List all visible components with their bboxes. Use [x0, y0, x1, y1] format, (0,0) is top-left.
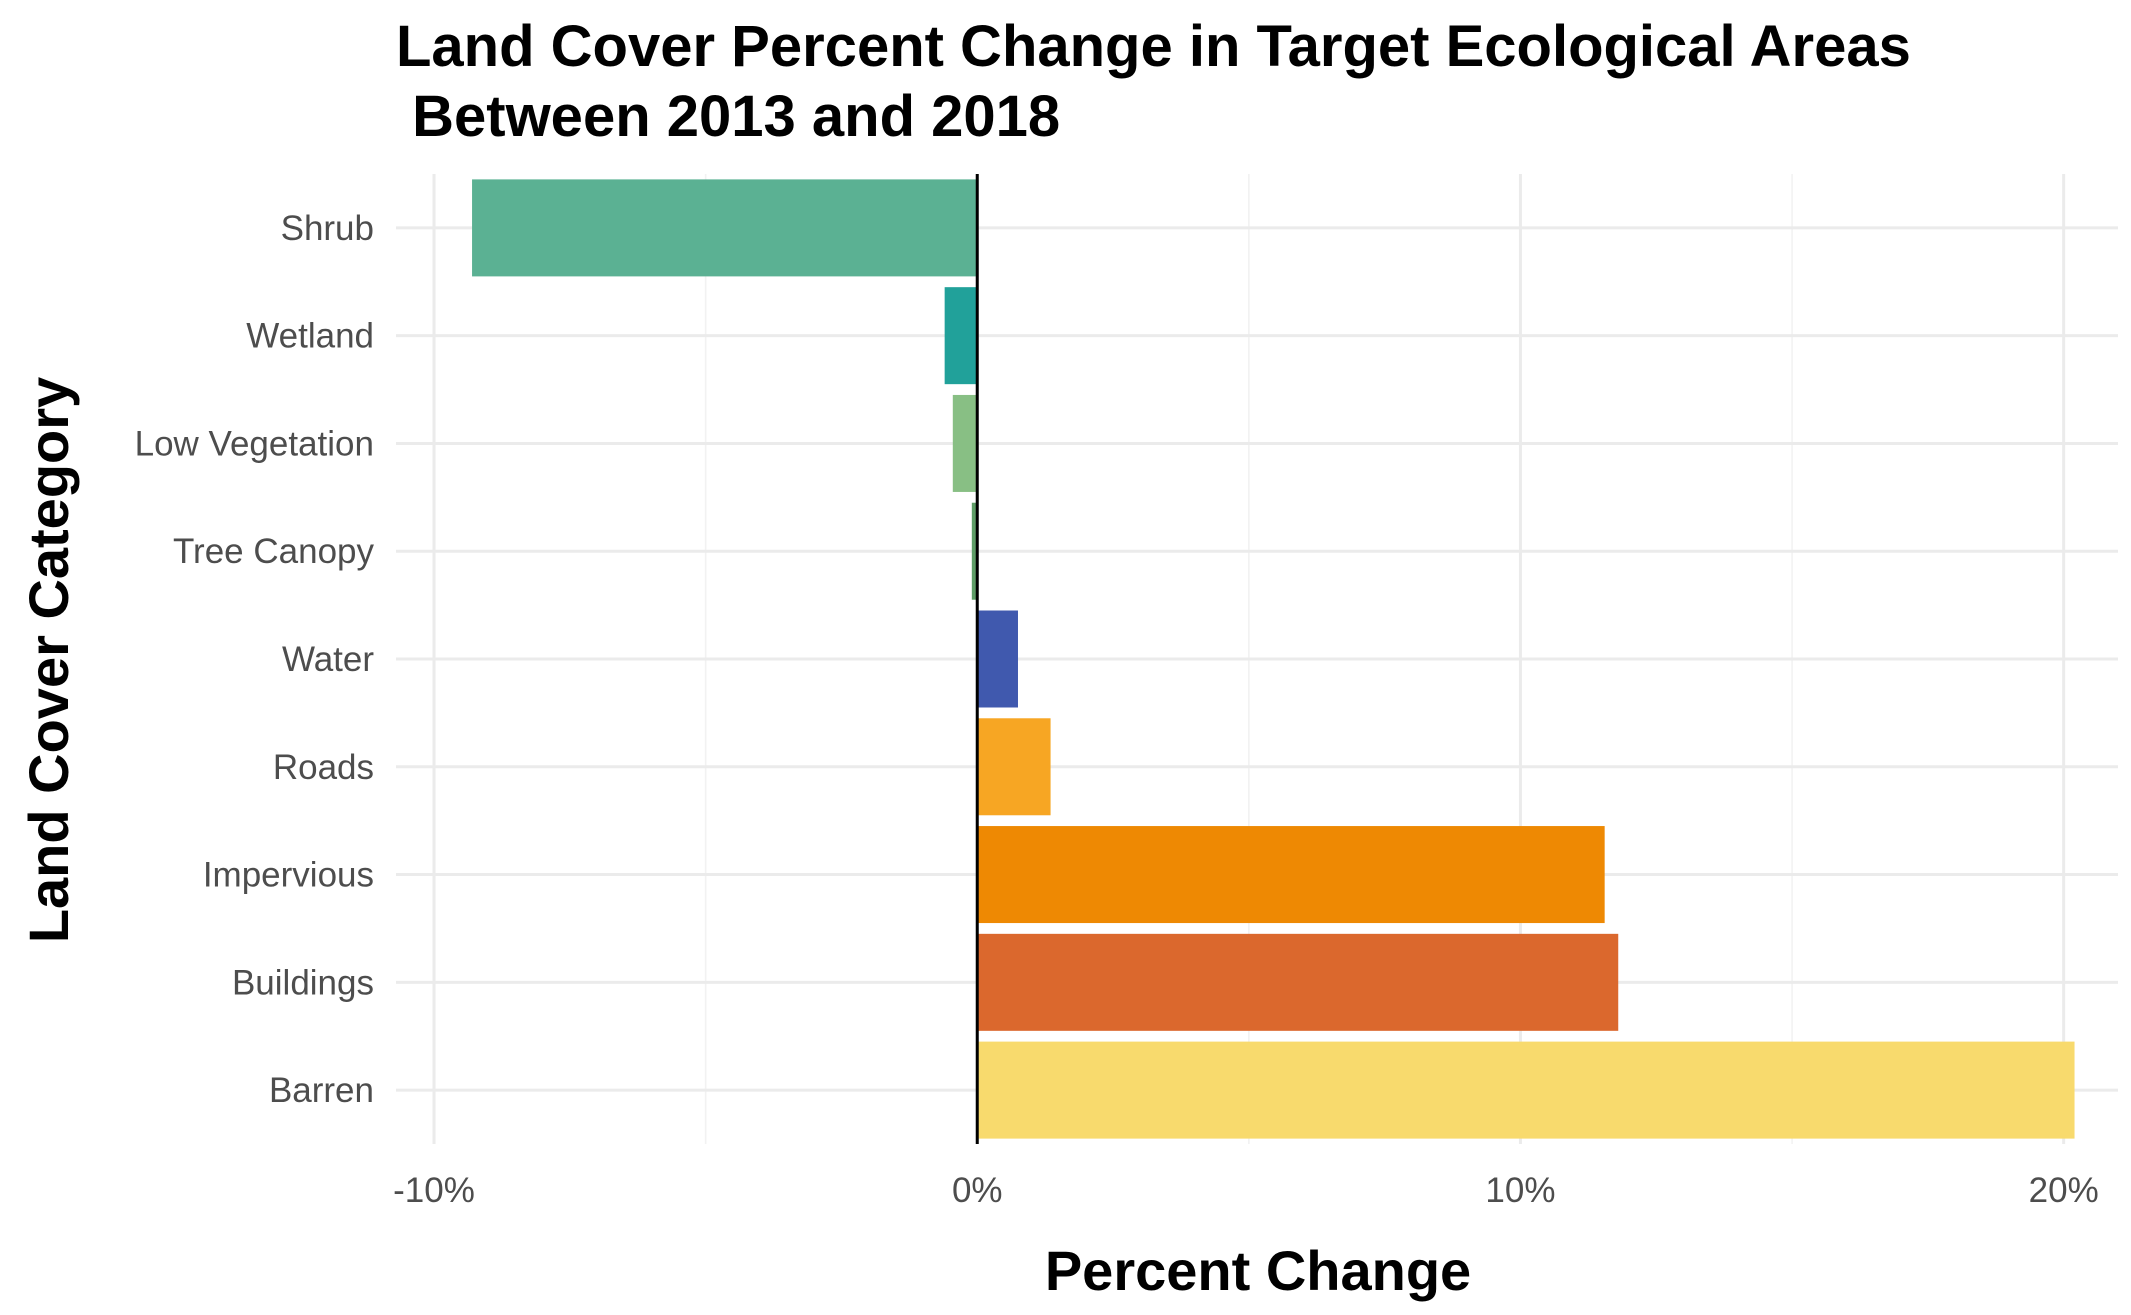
x-axis-title: Percent Change	[1045, 1239, 1471, 1302]
y-tick-label: Buildings	[232, 963, 374, 1002]
bar-buildings	[977, 933, 1619, 1031]
bar-barren	[977, 1041, 2075, 1139]
x-tick-label: -10%	[393, 1171, 475, 1210]
bar-shrub	[472, 179, 978, 277]
y-axis-ticks: Shrub Wetland Low Vegetation Tree Canopy Wat…	[135, 209, 375, 1110]
bar-water	[977, 610, 1018, 708]
bars	[472, 179, 2075, 1139]
x-tick-label: 0%	[952, 1171, 1003, 1210]
y-tick-label: Low Vegetation	[135, 424, 374, 463]
bar-low-vegetation	[952, 394, 978, 492]
y-tick-label: Water	[282, 640, 374, 679]
bar-impervious	[977, 826, 1605, 924]
y-tick-label: Impervious	[203, 856, 374, 895]
x-axis-ticks: -10% 0% 10% 20%	[393, 1171, 2099, 1210]
x-tick-label: 20%	[2029, 1171, 2099, 1210]
bar-roads	[977, 718, 1051, 816]
chart-title: Land Cover Percent Change in Target Ecol…	[396, 14, 1911, 79]
x-tick-label: 10%	[1485, 1171, 1555, 1210]
chart-subtitle: Between 2013 and 2018	[396, 84, 1060, 149]
y-tick-label: Tree Canopy	[173, 532, 375, 571]
y-tick-label: Wetland	[246, 317, 374, 356]
bar-wetland	[944, 287, 978, 385]
y-tick-label: Barren	[269, 1071, 374, 1110]
y-axis-title: Land Cover Category	[17, 377, 80, 943]
y-tick-label: Roads	[273, 748, 374, 787]
bar-tree-canopy	[971, 502, 978, 600]
y-tick-label: Shrub	[281, 209, 374, 248]
